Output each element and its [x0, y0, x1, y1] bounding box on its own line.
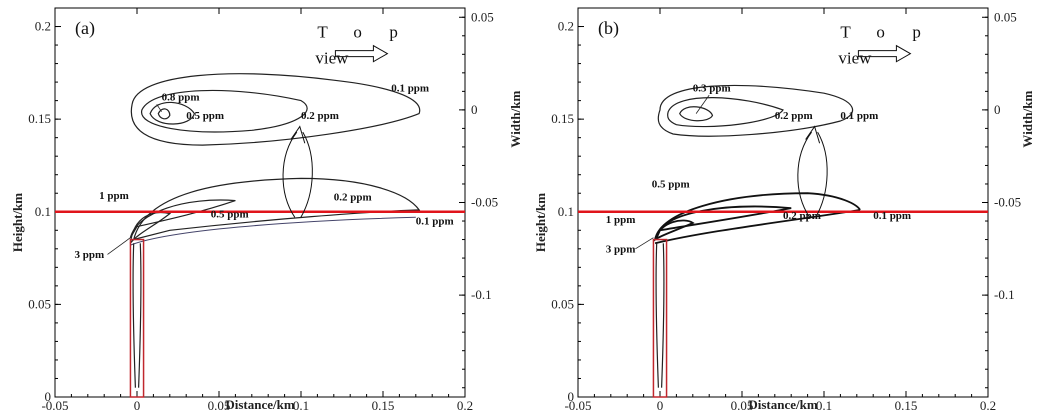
- y2-tick-label: 0: [994, 102, 1001, 117]
- contour-side-0.1: [654, 192, 861, 240]
- y-tick-label: 0.05: [28, 296, 51, 311]
- contour-label-side: 0.5 ppm: [211, 208, 249, 220]
- plot-frame: [54, 7, 466, 398]
- top-view-text-view: view: [315, 49, 349, 68]
- leader-3: [635, 237, 654, 250]
- contour-label-side: 0.2 ppm: [334, 192, 372, 204]
- y2-tick-label: -0.05: [994, 195, 1021, 210]
- y-tick-label: 0.2: [558, 19, 574, 34]
- top-view-arrow: [857, 44, 912, 63]
- contour-top-0.1: [130, 73, 421, 146]
- view-link-arrow: [282, 131, 313, 218]
- stack-core-contour: [655, 243, 665, 388]
- x-tick-label: 0.15: [372, 398, 395, 413]
- x-tick-label: 0.2: [457, 398, 473, 413]
- x-tick-label: -0.05: [41, 398, 68, 413]
- y2-tick-label: 0: [471, 102, 478, 117]
- stack-outline: [652, 238, 668, 398]
- panel-label: (a): [75, 18, 95, 39]
- y2-tick-label: -0.05: [471, 195, 498, 210]
- contour-top-0.3: [679, 106, 714, 122]
- x-tick-label: 0.1: [816, 398, 832, 413]
- contour-label-top: 0.2 ppm: [775, 110, 813, 122]
- contour-label-top: 0.5 ppm: [186, 110, 224, 122]
- x-tick-label: 0.2: [980, 398, 996, 413]
- contour-label-top: 0.3 ppm: [693, 82, 731, 94]
- top-view-text-t: T: [840, 23, 851, 42]
- y-axis-title: Height/km: [533, 193, 548, 252]
- contour-label-side: 0.1 ppm: [873, 210, 911, 222]
- contour-label-top: 0.1 ppm: [391, 82, 429, 94]
- stack-core-contour: [132, 243, 142, 388]
- y-tick-label: 0: [45, 389, 52, 404]
- x-tick-label: 0.1: [293, 398, 309, 413]
- y-tick-label: 0.1: [35, 204, 51, 219]
- y2-axis-title: Width/km: [1020, 91, 1035, 148]
- x-tick-label: -0.05: [564, 398, 591, 413]
- leader-0.8: [156, 104, 162, 112]
- y-tick-label: 0.15: [28, 111, 51, 126]
- contour-label-top: 0.1 ppm: [840, 110, 878, 122]
- contour-label-side: 3 ppm: [606, 244, 636, 256]
- y-tick-label: 0.15: [551, 111, 574, 126]
- view-link-arrowhead: [805, 125, 821, 144]
- top-view-text-t: T: [317, 23, 328, 42]
- y2-tick-label: -0.1: [994, 287, 1015, 302]
- top-view-text-p: p: [912, 23, 921, 42]
- y-tick-label: 0.2: [35, 19, 51, 34]
- top-view-text-view: view: [838, 49, 872, 68]
- x-tick-label: 0: [134, 398, 141, 413]
- x-tick-label: 0: [657, 398, 664, 413]
- contour-label-side: 1 ppm: [606, 214, 636, 226]
- contour-label-side: 0.5 ppm: [652, 179, 690, 191]
- view-link-arrowhead: [290, 125, 306, 144]
- top-view-text-o: o: [353, 23, 362, 42]
- contour-label-side: 0.1 ppm: [416, 216, 454, 228]
- y2-tick-label: 0.05: [994, 9, 1017, 24]
- contour-side-1: [653, 219, 695, 242]
- panel-label: (b): [598, 18, 619, 39]
- y-tick-label: 0: [568, 389, 575, 404]
- contour-top-0.2: [667, 97, 784, 128]
- contour-label-side: 0.2 ppm: [783, 210, 821, 222]
- contour-label-side: 3 ppm: [75, 249, 105, 261]
- leader-3: [107, 237, 131, 255]
- leader-0.3: [695, 94, 710, 114]
- stack-outline: [129, 238, 145, 398]
- contour-label-side: 1 ppm: [99, 190, 129, 202]
- y-tick-label: 0.05: [551, 296, 574, 311]
- y2-axis-title: Width/km: [508, 91, 523, 148]
- contour-label-top: 0.2 ppm: [301, 110, 339, 122]
- contour-side-0.1: [130, 216, 416, 246]
- x-tick-label: 0.15: [895, 398, 918, 413]
- x-axis-title: Distance/km: [748, 397, 818, 412]
- panel-b: -0.05 0 0.05 0.1 0.15 0.200.050.10.150.2-0.1-…: [533, 7, 1035, 413]
- plot-frame: [577, 7, 989, 398]
- contour-top-0.2: [141, 89, 308, 133]
- y-axis-title: Height/km: [10, 193, 25, 252]
- x-tick-label: 0.05: [731, 398, 754, 413]
- y-tick-label: 0.1: [558, 204, 574, 219]
- contour-side-0.1b: [654, 209, 861, 245]
- contour-top-0.5: [149, 101, 196, 125]
- contour-label-top: 0.8 ppm: [162, 92, 200, 104]
- top-view-arrow: [334, 44, 389, 63]
- contour-side-0.5: [129, 199, 236, 239]
- top-view-text-p: p: [389, 23, 398, 42]
- contour-side-0.2: [132, 177, 421, 241]
- top-view-text-o: o: [876, 23, 885, 42]
- y2-tick-label: 0.05: [471, 9, 494, 24]
- contour-side-1: [129, 212, 172, 244]
- panel-a: -0.05 0 0.05 0.1 0.15 0.200.050.10.150.2-0.1-…: [10, 7, 523, 413]
- view-link-arrow: [797, 131, 828, 218]
- contour-top-0.1: [657, 84, 854, 137]
- x-axis-title: Distance/km: [225, 397, 295, 412]
- contour-top-0.8: [157, 108, 171, 120]
- x-tick-label: 0.05: [208, 398, 231, 413]
- y2-tick-label: -0.1: [471, 287, 492, 302]
